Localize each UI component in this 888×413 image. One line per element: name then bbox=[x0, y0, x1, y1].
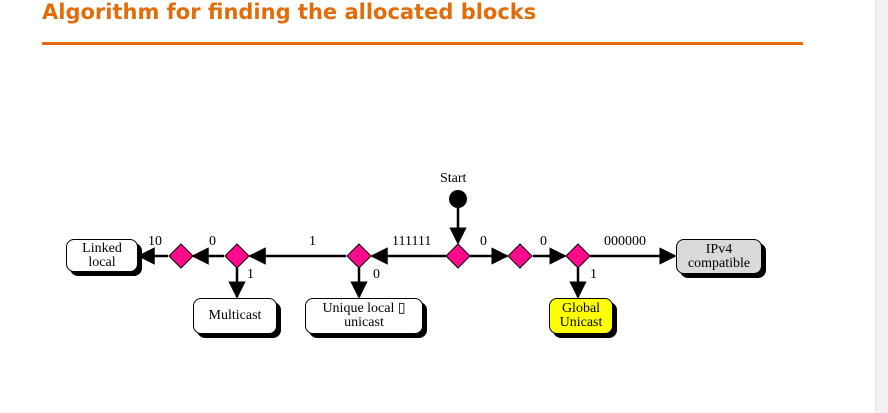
outcome-global-unicast-line2: Unicast bbox=[560, 316, 603, 330]
outcome-multicast: Multicast bbox=[193, 298, 277, 334]
outcome-unique-local-unicast: Unique local ▯ unicast bbox=[305, 298, 423, 334]
outcome-ipv4-line2: compatible bbox=[688, 257, 750, 271]
decision-diamond-10 bbox=[169, 244, 193, 268]
edge-label-1: 1 bbox=[309, 235, 316, 249]
edge-label-1-global: 1 bbox=[590, 268, 597, 282]
edge-label-10: 10 bbox=[148, 235, 162, 249]
outcome-linked-local-line2: local bbox=[88, 256, 115, 270]
edge-label-1-multicast: 1 bbox=[247, 268, 254, 282]
outcome-global-unicast: Global Unicast bbox=[549, 298, 613, 334]
edge-label-0: 0 bbox=[209, 235, 216, 249]
edge-label-000000: 000000 bbox=[604, 235, 646, 249]
outcome-ipv4-line1: IPv4 bbox=[706, 243, 732, 257]
decision-diamond-multicast bbox=[225, 244, 249, 268]
edge-label-0-right-b: 0 bbox=[540, 235, 547, 249]
decision-diamond-unique-local bbox=[347, 244, 371, 268]
outcome-linked-local: Linked local bbox=[66, 239, 138, 272]
edge-label-0-right-a: 0 bbox=[480, 235, 487, 249]
outcome-unique-local-line2: unicast bbox=[344, 316, 384, 330]
decision-diamond-right-a bbox=[508, 244, 532, 268]
outcome-global-unicast-line1: Global bbox=[562, 302, 600, 316]
outcome-multicast-label: Multicast bbox=[209, 309, 262, 323]
start-label: Start bbox=[440, 172, 466, 186]
outcome-ipv4-compatible: IPv4 compatible bbox=[676, 239, 762, 274]
decision-diamond-start bbox=[446, 244, 470, 268]
start-node bbox=[449, 190, 467, 208]
edge-label-111111: 111111 bbox=[392, 235, 431, 249]
outcome-linked-local-line1: Linked bbox=[82, 242, 122, 256]
edge-label-0-unique-local: 0 bbox=[373, 268, 380, 282]
outcome-unique-local-line1: Unique local ▯ bbox=[322, 302, 405, 316]
decision-diamond-right-b bbox=[566, 244, 590, 268]
